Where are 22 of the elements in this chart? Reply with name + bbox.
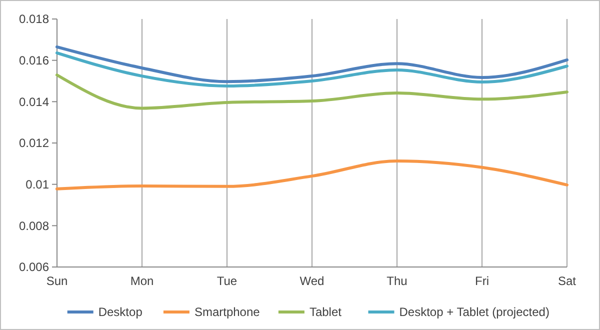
- line-series: [56, 51, 568, 88]
- x-tick-label: Sat: [558, 274, 577, 288]
- legend-label: Desktop: [98, 305, 143, 320]
- y-tick-label: 0.006: [18, 260, 50, 274]
- y-tick-label: 0.01: [26, 178, 50, 192]
- x-tick-label: Fri: [475, 274, 489, 288]
- legend-label: Desktop + Tablet (projected): [399, 305, 550, 320]
- y-tick-label: 0.018: [18, 12, 50, 26]
- x-tick-label: Thu: [386, 274, 408, 288]
- y-tick-label: 0.014: [18, 94, 50, 109]
- legend-label: Smartphone: [194, 305, 260, 320]
- x-tick-label: Wed: [300, 274, 324, 288]
- y-tick-label: 0.008: [18, 218, 50, 233]
- y-tick-label: 0.012: [18, 136, 50, 150]
- line-series: [56, 74, 568, 110]
- x-tick-label: Sun: [46, 274, 68, 288]
- legend-label: Tablet: [309, 305, 342, 320]
- x-tick-label: Tue: [216, 274, 238, 288]
- x-tick-label: Mon: [130, 274, 154, 288]
- line-series: [56, 45, 568, 84]
- y-tick-label: 0.016: [18, 54, 50, 68]
- line-series: [56, 159, 568, 190]
